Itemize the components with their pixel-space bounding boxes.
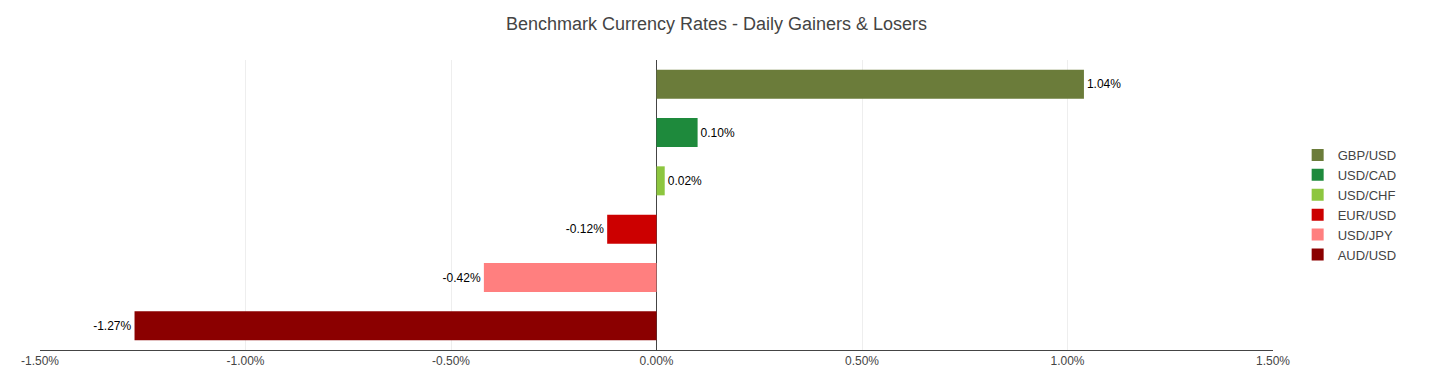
svg-text:-1.00%: -1.00% xyxy=(226,354,264,368)
svg-text:EUR/USD: EUR/USD xyxy=(1338,208,1397,223)
svg-text:1.50%: 1.50% xyxy=(1256,354,1290,368)
svg-text:USD/CHF: USD/CHF xyxy=(1338,188,1396,203)
svg-text:USD/CAD: USD/CAD xyxy=(1338,168,1397,183)
svg-text:-0.50%: -0.50% xyxy=(432,354,470,368)
svg-text:-0.42%: -0.42% xyxy=(443,271,481,285)
svg-text:-1.27%: -1.27% xyxy=(93,319,131,333)
svg-text:0.02%: 0.02% xyxy=(668,174,702,188)
svg-text:USD/JPY: USD/JPY xyxy=(1338,228,1393,243)
svg-text:-1.50%: -1.50% xyxy=(21,354,59,368)
svg-text:-0.12%: -0.12% xyxy=(566,222,604,236)
svg-text:AUD/USD: AUD/USD xyxy=(1338,248,1397,263)
svg-text:1.00%: 1.00% xyxy=(1050,354,1084,368)
svg-text:0.50%: 0.50% xyxy=(845,354,879,368)
svg-text:GBP/USD: GBP/USD xyxy=(1338,148,1397,163)
svg-text:0.00%: 0.00% xyxy=(639,354,673,368)
svg-text:0.10%: 0.10% xyxy=(701,126,735,140)
svg-text:Benchmark Currency Rates - Dai: Benchmark Currency Rates - Daily Gainers… xyxy=(506,14,927,34)
svg-text:1.04%: 1.04% xyxy=(1087,77,1121,91)
